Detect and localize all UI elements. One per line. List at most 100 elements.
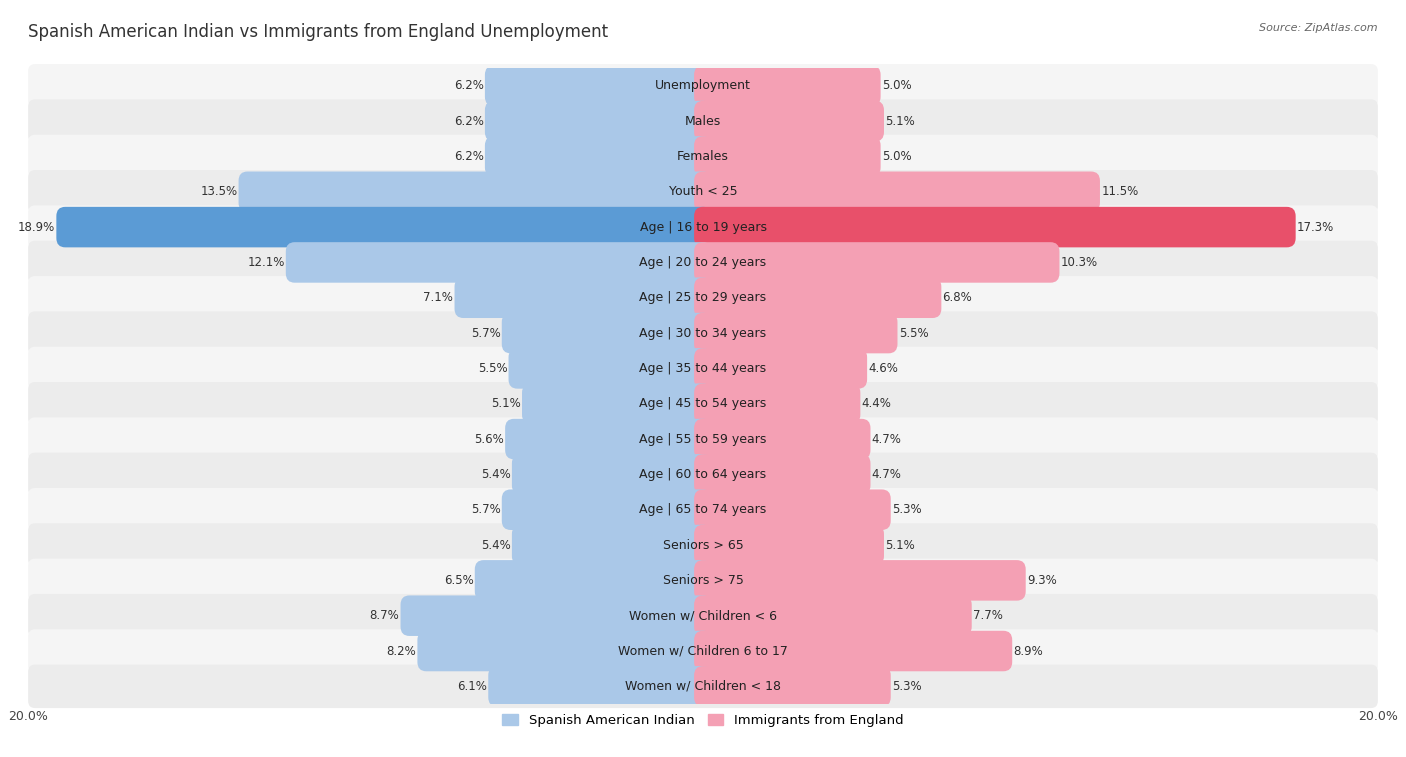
Text: 5.5%: 5.5% [898,326,928,340]
Text: 4.7%: 4.7% [872,468,901,481]
Text: 6.5%: 6.5% [444,574,474,587]
Text: 6.2%: 6.2% [454,114,484,128]
FancyBboxPatch shape [28,99,1378,143]
FancyBboxPatch shape [285,242,711,282]
Text: 6.2%: 6.2% [454,79,484,92]
FancyBboxPatch shape [28,382,1378,425]
Text: 4.7%: 4.7% [872,432,901,446]
Text: Age | 16 to 19 years: Age | 16 to 19 years [640,220,766,234]
FancyBboxPatch shape [418,631,711,671]
FancyBboxPatch shape [695,207,1296,248]
Text: 5.4%: 5.4% [481,468,510,481]
Text: 6.8%: 6.8% [942,291,973,304]
Text: 7.7%: 7.7% [973,609,1002,622]
Text: 4.6%: 4.6% [869,362,898,375]
Text: 5.7%: 5.7% [471,503,501,516]
Text: 4.4%: 4.4% [862,397,891,410]
Text: 5.0%: 5.0% [882,150,911,163]
Text: 9.3%: 9.3% [1026,574,1057,587]
Text: Age | 45 to 54 years: Age | 45 to 54 years [640,397,766,410]
Text: Seniors > 75: Seniors > 75 [662,574,744,587]
FancyBboxPatch shape [56,207,711,248]
FancyBboxPatch shape [695,278,942,318]
FancyBboxPatch shape [695,631,1012,671]
Text: Spanish American Indian vs Immigrants from England Unemployment: Spanish American Indian vs Immigrants fr… [28,23,609,41]
FancyBboxPatch shape [28,523,1378,567]
FancyBboxPatch shape [28,241,1378,284]
Text: Seniors > 65: Seniors > 65 [662,538,744,552]
FancyBboxPatch shape [695,419,870,459]
FancyBboxPatch shape [695,525,884,565]
Text: Age | 20 to 24 years: Age | 20 to 24 years [640,256,766,269]
FancyBboxPatch shape [695,596,972,636]
Text: 17.3%: 17.3% [1296,220,1334,234]
Text: 6.1%: 6.1% [457,680,486,693]
FancyBboxPatch shape [485,66,711,106]
FancyBboxPatch shape [28,594,1378,637]
FancyBboxPatch shape [485,136,711,176]
Text: 5.6%: 5.6% [474,432,503,446]
Text: Age | 35 to 44 years: Age | 35 to 44 years [640,362,766,375]
FancyBboxPatch shape [28,629,1378,673]
Text: 5.0%: 5.0% [882,79,911,92]
FancyBboxPatch shape [28,276,1378,319]
Text: 5.1%: 5.1% [886,538,915,552]
Text: Women w/ Children 6 to 17: Women w/ Children 6 to 17 [619,644,787,658]
Text: 5.3%: 5.3% [891,680,921,693]
FancyBboxPatch shape [28,559,1378,602]
FancyBboxPatch shape [28,665,1378,708]
Text: 5.7%: 5.7% [471,326,501,340]
FancyBboxPatch shape [502,490,711,530]
Text: 5.1%: 5.1% [491,397,520,410]
FancyBboxPatch shape [28,170,1378,213]
FancyBboxPatch shape [695,172,1099,212]
FancyBboxPatch shape [28,488,1378,531]
Text: 5.5%: 5.5% [478,362,508,375]
FancyBboxPatch shape [28,347,1378,390]
FancyBboxPatch shape [485,101,711,142]
FancyBboxPatch shape [509,348,711,388]
Text: 6.2%: 6.2% [454,150,484,163]
FancyBboxPatch shape [28,135,1378,178]
Text: Females: Females [678,150,728,163]
Legend: Spanish American Indian, Immigrants from England: Spanish American Indian, Immigrants from… [498,709,908,732]
FancyBboxPatch shape [512,525,711,565]
Text: Women w/ Children < 6: Women w/ Children < 6 [628,609,778,622]
Text: Age | 60 to 64 years: Age | 60 to 64 years [640,468,766,481]
Text: Age | 25 to 29 years: Age | 25 to 29 years [640,291,766,304]
FancyBboxPatch shape [695,242,1060,282]
FancyBboxPatch shape [488,666,711,706]
FancyBboxPatch shape [28,311,1378,355]
Text: 10.3%: 10.3% [1060,256,1098,269]
FancyBboxPatch shape [502,313,711,354]
FancyBboxPatch shape [239,172,711,212]
Text: Age | 30 to 34 years: Age | 30 to 34 years [640,326,766,340]
FancyBboxPatch shape [695,560,1026,600]
Text: Age | 65 to 74 years: Age | 65 to 74 years [640,503,766,516]
Text: Youth < 25: Youth < 25 [669,185,737,198]
FancyBboxPatch shape [695,101,884,142]
FancyBboxPatch shape [695,454,870,494]
Text: Women w/ Children < 18: Women w/ Children < 18 [626,680,780,693]
Text: Unemployment: Unemployment [655,79,751,92]
Text: 8.9%: 8.9% [1014,644,1043,658]
Text: Source: ZipAtlas.com: Source: ZipAtlas.com [1260,23,1378,33]
Text: 7.1%: 7.1% [423,291,453,304]
Text: 18.9%: 18.9% [18,220,55,234]
FancyBboxPatch shape [695,136,880,176]
FancyBboxPatch shape [28,64,1378,107]
FancyBboxPatch shape [401,596,711,636]
Text: Age | 55 to 59 years: Age | 55 to 59 years [640,432,766,446]
FancyBboxPatch shape [28,453,1378,496]
Text: 8.2%: 8.2% [387,644,416,658]
FancyBboxPatch shape [512,454,711,494]
Text: 11.5%: 11.5% [1101,185,1139,198]
FancyBboxPatch shape [695,384,860,424]
FancyBboxPatch shape [454,278,711,318]
Text: Males: Males [685,114,721,128]
Text: 12.1%: 12.1% [247,256,284,269]
FancyBboxPatch shape [505,419,711,459]
FancyBboxPatch shape [28,417,1378,461]
FancyBboxPatch shape [695,66,880,106]
Text: 8.7%: 8.7% [370,609,399,622]
